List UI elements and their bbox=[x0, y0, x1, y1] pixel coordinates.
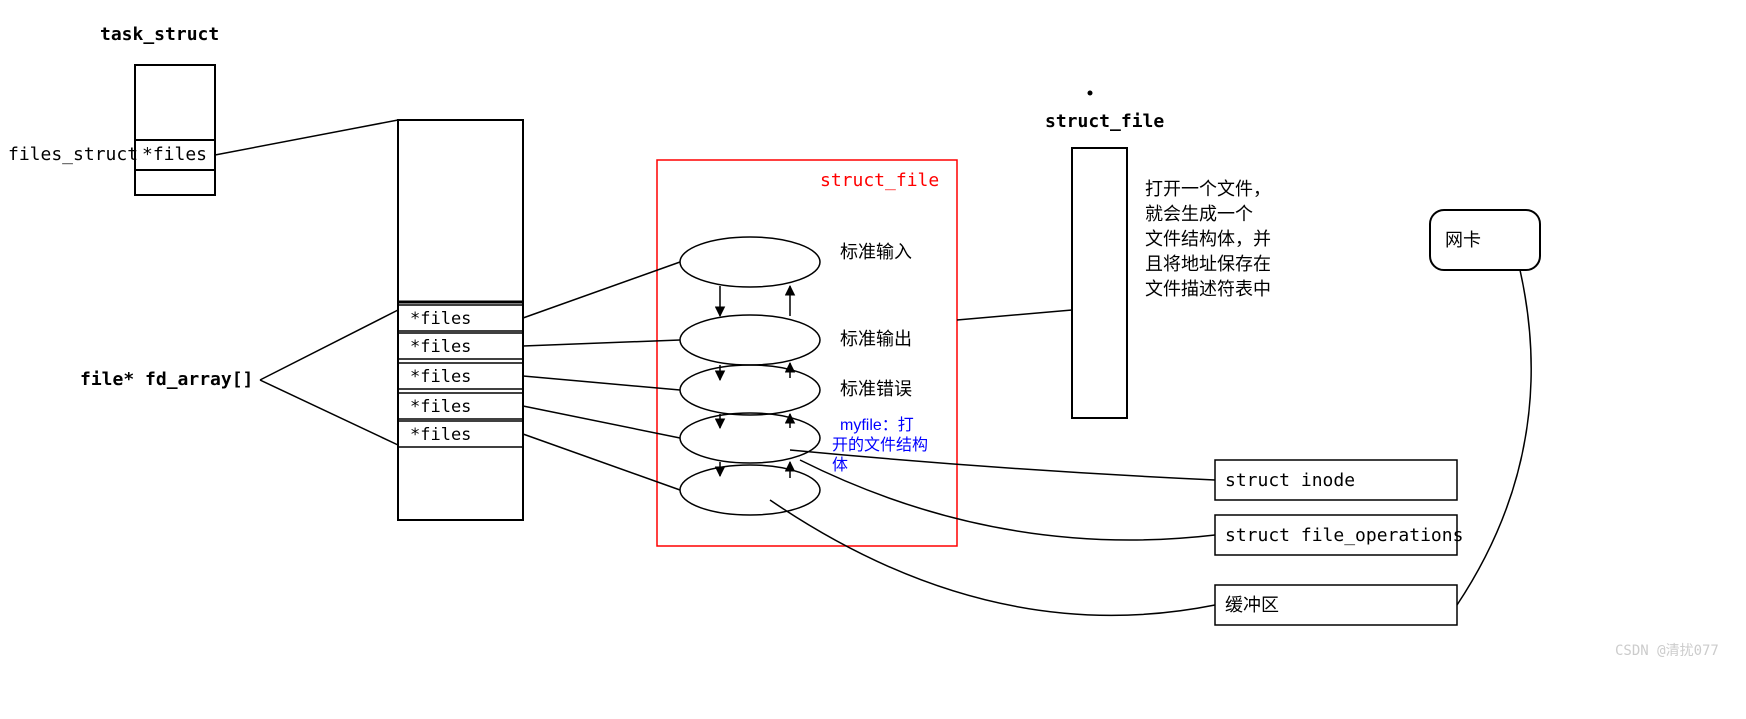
bracket-bot bbox=[260, 380, 398, 445]
dot-icon bbox=[1088, 91, 1093, 96]
edge-nic-to-buffer bbox=[1457, 270, 1531, 605]
inode-label: struct inode bbox=[1225, 470, 1355, 491]
files-struct-label: files_struct bbox=[8, 144, 138, 165]
desc-3: 文件结构体，并 bbox=[1145, 229, 1271, 249]
fops-label: struct file_operations bbox=[1225, 525, 1463, 546]
file-ellipse bbox=[680, 315, 820, 365]
buffer-label: 缓冲区 bbox=[1225, 595, 1279, 615]
fd-row-label: *files bbox=[410, 337, 471, 357]
edge-red-to-sf bbox=[957, 310, 1072, 320]
file-ellipse bbox=[680, 237, 820, 287]
fd-array-label: file* fd_array[] bbox=[80, 369, 253, 390]
desc-1: 打开一个文件， bbox=[1145, 179, 1271, 199]
fd-row-label: *files bbox=[410, 397, 471, 417]
struct-file-top-label: struct_file bbox=[1045, 111, 1164, 132]
file-ellipse bbox=[680, 413, 820, 463]
fd-row-label: *files bbox=[410, 425, 471, 445]
file-ellipse bbox=[680, 365, 820, 415]
struct-file-red-box bbox=[657, 160, 957, 546]
myfile-label-2: 开的文件结构 bbox=[832, 436, 928, 454]
desc-2: 就会生成一个 bbox=[1145, 204, 1253, 224]
struct-file-red-label: struct_file bbox=[820, 170, 939, 191]
stdout-label: 标准输出 bbox=[840, 329, 912, 349]
bracket-top bbox=[260, 310, 398, 380]
fd-row-label: *files bbox=[410, 367, 471, 387]
stderr-label: 标准错误 bbox=[840, 379, 912, 399]
watermark: CSDN @清扰077 bbox=[1615, 643, 1719, 659]
myfile-label-1: myfile：打 bbox=[840, 416, 914, 434]
fd-row-label: *files bbox=[410, 309, 471, 329]
stdin-label: 标准输入 bbox=[840, 242, 912, 262]
files-ptr-text: *files bbox=[142, 144, 207, 165]
desc-5: 文件描述符表中 bbox=[1145, 279, 1271, 299]
edge-task-to-fdtable bbox=[215, 120, 398, 155]
task-struct-label: task_struct bbox=[100, 24, 219, 45]
task-struct-box bbox=[135, 65, 215, 195]
struct-file-box bbox=[1072, 148, 1127, 418]
edge-to-inode bbox=[790, 450, 1215, 480]
desc-4: 且将地址保存在 bbox=[1145, 254, 1271, 274]
edge-to-fops bbox=[800, 460, 1215, 540]
myfile-label-3: 体 bbox=[832, 456, 848, 474]
edge-to-buffer bbox=[770, 500, 1215, 615]
nic-label: 网卡 bbox=[1445, 230, 1481, 250]
file-ellipse bbox=[680, 465, 820, 515]
